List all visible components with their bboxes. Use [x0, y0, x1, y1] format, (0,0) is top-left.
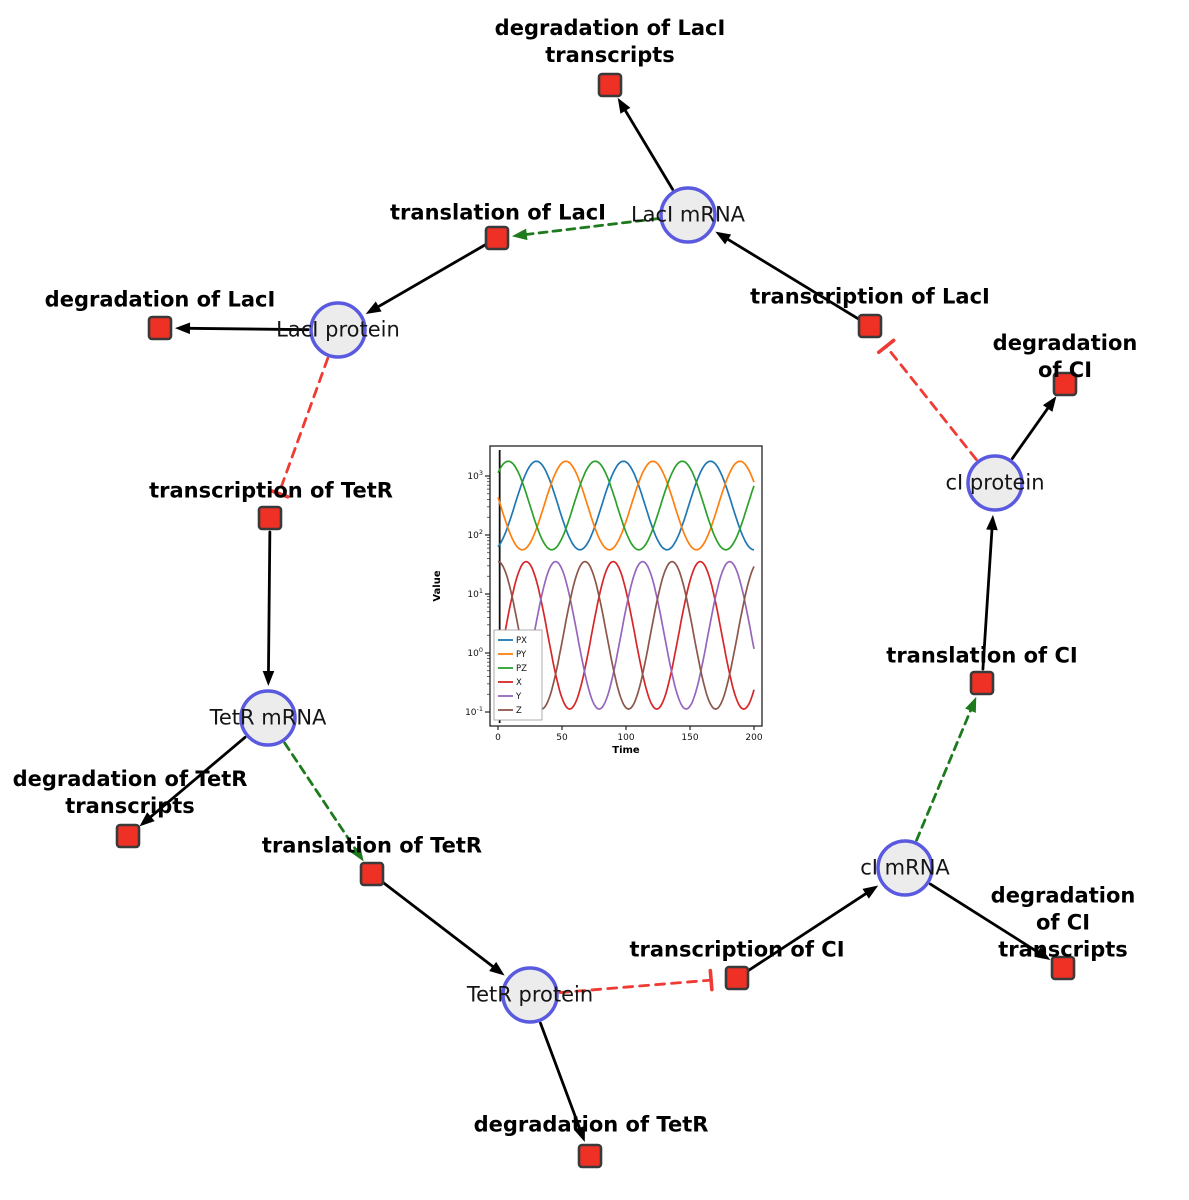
edge-transl_tetr-tetr_protein	[381, 881, 505, 976]
species-node-tetr_protein[interactable]	[501, 966, 559, 1024]
legend-label-Y: Y	[515, 692, 522, 702]
species-node-ci_protein[interactable]	[966, 454, 1024, 512]
inhibition-tbar	[708, 968, 714, 992]
reaction-node-deg_tetr_tx[interactable]	[115, 823, 141, 849]
arrowhead	[574, 1125, 585, 1142]
arrowhead	[489, 961, 505, 976]
species-node-ci_mrna[interactable]	[876, 839, 934, 897]
arrowhead	[986, 514, 998, 531]
time-series-inset: 10-1 100 101 102 103 0 50 100 150 200 Time Value PX P…	[428, 438, 773, 764]
modifier-arrowhead	[350, 845, 364, 862]
arrowhead	[617, 97, 631, 114]
edge-tetr_mrna-deg_tetr_tx	[139, 735, 247, 827]
legend-label-PX: PX	[516, 636, 527, 646]
series-line-PZ	[497, 460, 755, 551]
y-axis-label: Value	[432, 570, 443, 601]
edge-laci_protein-txn_tetr	[268, 356, 330, 499]
species-node-laci_mrna[interactable]	[659, 186, 717, 244]
arrowhead	[1034, 947, 1051, 960]
x-tick-label: 100	[617, 733, 634, 743]
legend-label-PY: PY	[516, 650, 527, 660]
y-tick-label: 102	[467, 528, 483, 541]
inhibition-tbar	[876, 338, 896, 355]
arrowhead	[715, 231, 732, 245]
edge-ci_mrna-deg_ci_tx	[928, 882, 1051, 960]
x-axis-label: Time	[612, 745, 640, 756]
edge-laci_protein-deg_laci	[174, 322, 310, 335]
reaction-node-transl_tetr[interactable]	[359, 861, 385, 887]
edge-tetr_protein-deg_tetr	[539, 1021, 585, 1142]
arrowhead	[139, 812, 155, 827]
y-tick-label: 101	[467, 587, 483, 600]
time-series-chart: 10-1 100 101 102 103 0 50 100 150 200 Time Value PX P…	[432, 445, 763, 756]
x-tick-label: 50	[556, 733, 568, 743]
edge-ci_protein-deg_ci	[1010, 396, 1057, 460]
x-tick-label: 200	[745, 733, 762, 743]
reaction-node-deg_ci[interactable]	[1052, 371, 1078, 397]
legend-label-X: X	[516, 678, 522, 688]
x-tick-label: 150	[681, 733, 698, 743]
arrowhead	[862, 885, 879, 899]
edge-tetr_mrna-transl_tetr	[283, 741, 364, 862]
legend-label-PZ: PZ	[516, 664, 527, 674]
y-tick-label: 103	[467, 469, 483, 482]
reaction-node-deg_tetr[interactable]	[577, 1143, 603, 1169]
reaction-node-txn_ci[interactable]	[724, 965, 750, 991]
reaction-node-txn_laci[interactable]	[857, 313, 883, 339]
reaction-node-deg_laci_tx[interactable]	[597, 72, 623, 98]
y-tick-label: 100	[467, 646, 483, 659]
modifier-arrowhead	[511, 228, 528, 241]
reaction-node-transl_ci[interactable]	[969, 670, 995, 696]
series-line-Y	[497, 560, 755, 710]
inhibition-tbar	[268, 488, 290, 499]
edge-ci_protein-txn_laci	[876, 338, 978, 461]
edge-txn_laci-laci_mrna	[715, 231, 860, 321]
arrowhead	[262, 670, 275, 687]
edge-transl_ci-ci_protein	[981, 514, 998, 671]
species-node-tetr_mrna[interactable]	[239, 689, 297, 747]
modifier-arrowhead	[965, 696, 977, 713]
edge-tetr_protein-txn_ci	[558, 968, 714, 994]
edge-txn_ci-ci_mrna	[747, 885, 879, 972]
edge-ci_mrna-transl_ci	[915, 696, 977, 842]
edge-laci_mrna-deg_laci_tx	[617, 97, 674, 191]
arrowhead	[365, 301, 382, 314]
edge-laci_mrna-transl_laci	[511, 217, 660, 241]
arrowhead	[1042, 396, 1057, 412]
edge-txn_tetr-tetr_mrna	[262, 530, 275, 687]
reaction-node-transl_laci[interactable]	[484, 225, 510, 251]
arrowhead	[174, 322, 191, 335]
legend-label-Z: Z	[516, 706, 522, 716]
reaction-node-deg_laci[interactable]	[147, 315, 173, 341]
series-line-PX	[497, 460, 755, 551]
legend-box	[493, 629, 543, 721]
y-tick-label: 10-1	[465, 705, 483, 718]
edge-transl_laci-laci_protein	[365, 243, 487, 314]
species-node-laci_protein[interactable]	[309, 301, 367, 359]
reaction-node-deg_ci_tx[interactable]	[1050, 955, 1076, 981]
x-tick-label: 0	[495, 733, 501, 743]
reaction-node-txn_tetr[interactable]	[257, 505, 283, 531]
